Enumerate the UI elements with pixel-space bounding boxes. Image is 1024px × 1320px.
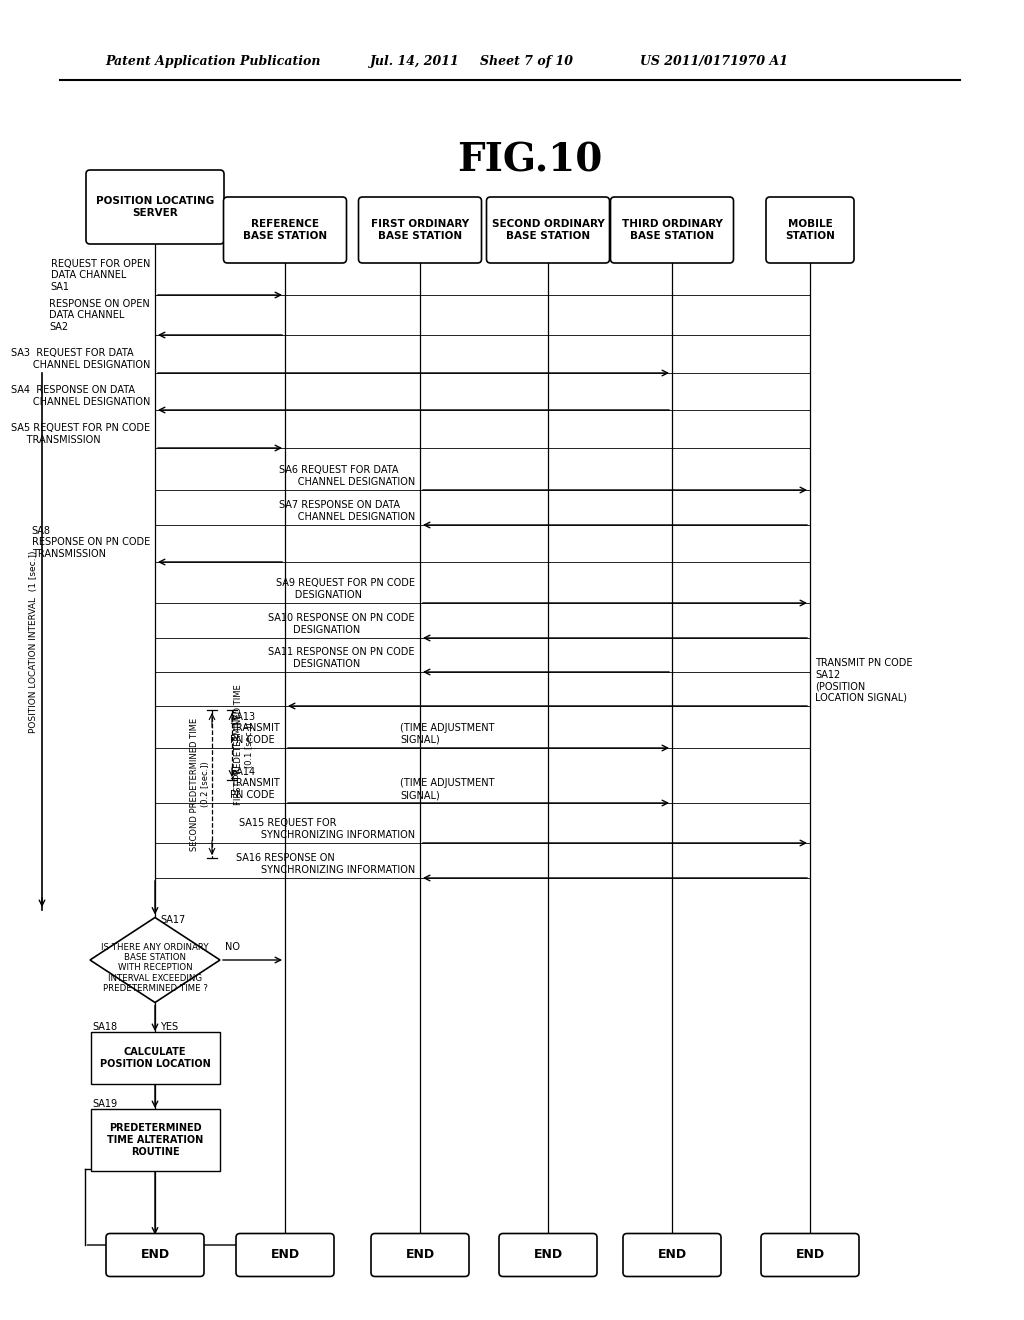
Text: FIG.10: FIG.10	[458, 141, 603, 180]
Text: IS THERE ANY ORDINARY
BASE STATION
WITH RECEPTION
INTERVAL EXCEEDING
PREDETERMIN: IS THERE ANY ORDINARY BASE STATION WITH …	[101, 942, 209, 993]
Text: SA13
TRANSMIT
PN CODE: SA13 TRANSMIT PN CODE	[230, 711, 280, 744]
FancyBboxPatch shape	[90, 1032, 219, 1084]
Text: END: END	[406, 1249, 434, 1262]
Text: YES: YES	[160, 1022, 178, 1032]
FancyBboxPatch shape	[358, 197, 481, 263]
Text: SECOND PREDETERMINED TIME
(0.2 [sec.]): SECOND PREDETERMINED TIME (0.2 [sec.])	[190, 718, 210, 850]
Text: FIRST ORDINARY
BASE STATION: FIRST ORDINARY BASE STATION	[371, 219, 469, 240]
FancyBboxPatch shape	[106, 1233, 204, 1276]
FancyBboxPatch shape	[623, 1233, 721, 1276]
Text: Sheet 7 of 10: Sheet 7 of 10	[480, 55, 573, 69]
Text: SA8
RESPONSE ON PN CODE
TRANSMISSION: SA8 RESPONSE ON PN CODE TRANSMISSION	[32, 525, 150, 558]
Text: END: END	[796, 1249, 824, 1262]
Text: SA5 REQUEST FOR PN CODE
     TRANSMISSION: SA5 REQUEST FOR PN CODE TRANSMISSION	[11, 424, 150, 445]
Text: END: END	[534, 1249, 562, 1262]
Text: THIRD ORDINARY
BASE STATION: THIRD ORDINARY BASE STATION	[622, 219, 723, 240]
Text: FIRST PREDETERMINED TIME
(0.1 [sec.]): FIRST PREDETERMINED TIME (0.1 [sec.])	[234, 685, 254, 805]
Text: SA17: SA17	[160, 915, 185, 925]
Text: SA6 REQUEST FOR DATA
      CHANNEL DESIGNATION: SA6 REQUEST FOR DATA CHANNEL DESIGNATION	[279, 466, 415, 487]
Text: SA19: SA19	[92, 1100, 118, 1109]
Text: SA18: SA18	[92, 1022, 118, 1032]
Text: POSITION LOCATION INTERVAL  (1 [sec.]): POSITION LOCATION INTERVAL (1 [sec.])	[30, 550, 39, 733]
Text: RESPONSE ON OPEN
DATA CHANNEL
SA2: RESPONSE ON OPEN DATA CHANNEL SA2	[49, 298, 150, 333]
Text: REFERENCE
BASE STATION: REFERENCE BASE STATION	[243, 219, 327, 240]
FancyBboxPatch shape	[236, 1233, 334, 1276]
Text: Patent Application Publication: Patent Application Publication	[105, 55, 321, 69]
Text: POSITION LOCATING
SERVER: POSITION LOCATING SERVER	[96, 197, 214, 218]
Text: END: END	[657, 1249, 686, 1262]
FancyBboxPatch shape	[486, 197, 609, 263]
Text: SA9 REQUEST FOR PN CODE
      DESIGNATION: SA9 REQUEST FOR PN CODE DESIGNATION	[276, 578, 415, 601]
Text: (TIME ADJUSTMENT
SIGNAL): (TIME ADJUSTMENT SIGNAL)	[400, 779, 495, 800]
Text: US 2011/0171970 A1: US 2011/0171970 A1	[640, 55, 788, 69]
FancyBboxPatch shape	[371, 1233, 469, 1276]
Text: SA15 REQUEST FOR
       SYNCHRONIZING INFORMATION: SA15 REQUEST FOR SYNCHRONIZING INFORMATI…	[239, 818, 415, 840]
Text: SA16 RESPONSE ON
        SYNCHRONIZING INFORMATION: SA16 RESPONSE ON SYNCHRONIZING INFORMATI…	[236, 854, 415, 875]
Text: CALCULATE
POSITION LOCATION: CALCULATE POSITION LOCATION	[99, 1047, 210, 1069]
FancyBboxPatch shape	[761, 1233, 859, 1276]
Text: END: END	[140, 1249, 170, 1262]
Text: (TIME ADJUSTMENT
SIGNAL): (TIME ADJUSTMENT SIGNAL)	[400, 723, 495, 744]
Text: SA3  REQUEST FOR DATA
       CHANNEL DESIGNATION: SA3 REQUEST FOR DATA CHANNEL DESIGNATION	[10, 348, 150, 370]
FancyBboxPatch shape	[766, 197, 854, 263]
Text: PREDETERMINED
TIME ALTERATION
ROUTINE: PREDETERMINED TIME ALTERATION ROUTINE	[106, 1123, 203, 1156]
FancyBboxPatch shape	[90, 1109, 219, 1171]
Text: TRANSMIT PN CODE
SA12
(POSITION
LOCATION SIGNAL): TRANSMIT PN CODE SA12 (POSITION LOCATION…	[815, 659, 912, 704]
Text: REQUEST FOR OPEN
DATA CHANNEL
SA1: REQUEST FOR OPEN DATA CHANNEL SA1	[50, 259, 150, 292]
FancyBboxPatch shape	[499, 1233, 597, 1276]
Text: MOBILE
STATION: MOBILE STATION	[785, 219, 835, 240]
Text: SA14
TRANSMIT
PN CODE: SA14 TRANSMIT PN CODE	[230, 767, 280, 800]
Text: SA4  RESPONSE ON DATA
       CHANNEL DESIGNATION: SA4 RESPONSE ON DATA CHANNEL DESIGNATION	[10, 385, 150, 407]
Text: END: END	[270, 1249, 300, 1262]
Text: SA7 RESPONSE ON DATA
      CHANNEL DESIGNATION: SA7 RESPONSE ON DATA CHANNEL DESIGNATION	[279, 500, 415, 521]
Text: NO: NO	[225, 942, 240, 952]
Text: Jul. 14, 2011: Jul. 14, 2011	[370, 55, 460, 69]
FancyBboxPatch shape	[610, 197, 733, 263]
Text: SA11 RESPONSE ON PN CODE
        DESIGNATION: SA11 RESPONSE ON PN CODE DESIGNATION	[268, 647, 415, 669]
Text: SECOND ORDINARY
BASE STATION: SECOND ORDINARY BASE STATION	[492, 219, 604, 240]
FancyBboxPatch shape	[223, 197, 346, 263]
FancyBboxPatch shape	[86, 170, 224, 244]
Polygon shape	[90, 917, 220, 1002]
Text: SA10 RESPONSE ON PN CODE
        DESIGNATION: SA10 RESPONSE ON PN CODE DESIGNATION	[268, 614, 415, 635]
